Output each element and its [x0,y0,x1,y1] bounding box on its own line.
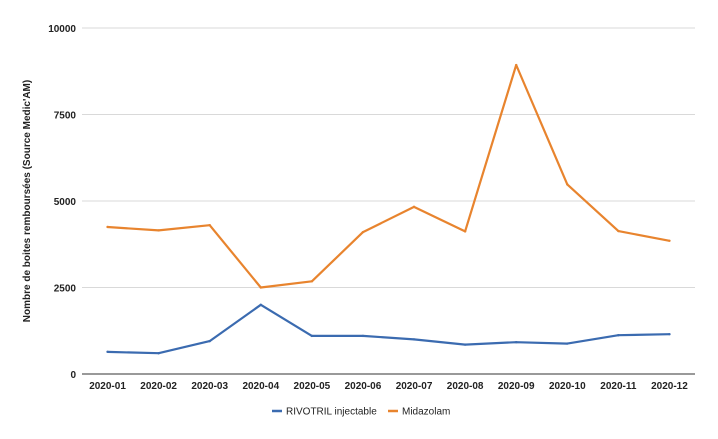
data-point [208,339,211,343]
y-tick-label: 10000 [48,24,76,35]
y-axis-ticks: 0 2500 5000 7500 10000 [48,24,76,381]
data-point [208,224,211,227]
data-point [515,63,518,67]
data-point [361,334,365,338]
data-point [106,225,109,229]
series-lines [106,63,671,355]
gridlines [82,27,695,375]
x-tick-label: 2020-12 [651,381,688,392]
y-tick-label: 2500 [54,284,77,295]
x-tick-label: 2020-07 [396,381,433,392]
x-tick-label: 2020-03 [191,381,228,392]
legend-label: RIVOTRIL injectable [286,407,377,418]
x-axis-ticks: 2020-01 2020-02 2020-03 2020-04 2020-05 2020-… [89,381,688,392]
y-tick-label: 0 [70,370,76,381]
data-point [463,230,467,233]
y-tick-label: 5000 [54,197,77,208]
data-point [463,343,467,346]
x-tick-label: 2020-06 [345,381,382,392]
data-point [412,205,416,209]
series-line-0 [107,303,670,355]
data-point [412,338,416,341]
x-tick-label: 2020-02 [140,381,177,392]
series-line-1 [107,63,670,289]
data-point [566,183,569,186]
data-point [310,334,314,338]
data-point [617,334,620,337]
data-point [668,333,671,336]
data-point [106,350,109,354]
x-tick-label: 2020-05 [294,381,331,392]
x-tick-label: 2020-01 [89,381,126,392]
data-point [361,230,365,234]
legend: RIVOTRIL injectable Midazolam [272,407,450,418]
x-tick-label: 2020-08 [447,381,484,392]
data-point [310,280,314,283]
legend-label: Midazolam [402,407,450,418]
data-point [157,229,160,232]
data-point [668,239,671,242]
x-tick-label: 2020-09 [498,381,535,392]
x-tick-label: 2020-04 [242,381,279,392]
x-tick-label: 2020-11 [600,381,637,392]
data-point [259,286,262,289]
data-point [515,340,518,344]
data-point [259,303,262,306]
y-axis-label: Nombre de boites remboursées (Source Med… [22,80,33,322]
y-tick-label: 7500 [54,111,77,122]
data-point [157,352,160,355]
data-point [566,342,569,345]
data-point [617,229,620,233]
x-tick-label: 2020-10 [549,381,586,392]
